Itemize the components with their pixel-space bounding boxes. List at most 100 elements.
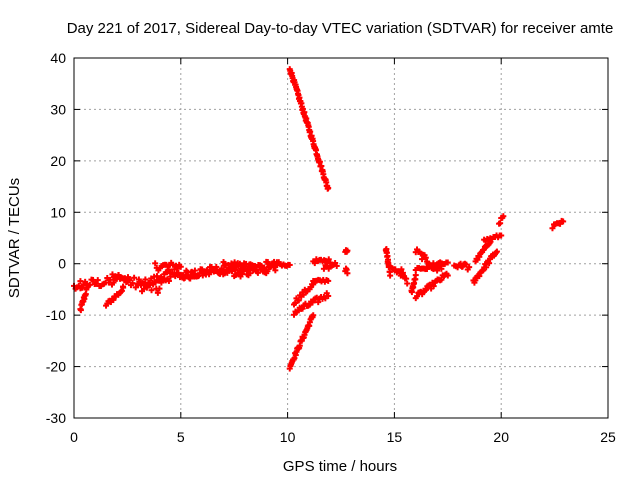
data-point — [110, 296, 117, 303]
data-point — [300, 291, 307, 298]
data-point — [156, 285, 163, 292]
data-point — [77, 307, 84, 314]
data-point — [344, 247, 351, 254]
data-point — [78, 284, 85, 291]
data-point — [315, 299, 322, 306]
data-point — [333, 262, 340, 269]
x-tick-label: 10 — [280, 429, 296, 445]
data-point — [422, 254, 429, 261]
data-point — [430, 283, 437, 290]
data-point — [264, 259, 271, 266]
data-point — [216, 270, 223, 277]
data-point — [233, 263, 240, 270]
data-point — [131, 274, 138, 281]
data-point — [187, 275, 194, 282]
data-point — [325, 185, 332, 192]
data-point — [438, 276, 445, 283]
data-point — [560, 218, 567, 225]
data-point — [419, 256, 426, 263]
data-point — [500, 213, 507, 220]
axis-ticks — [73, 57, 609, 419]
y-tick-labels: -30 -20 -10 0 10 20 30 40 — [46, 50, 66, 426]
data-point — [205, 269, 212, 276]
data-point — [82, 278, 89, 285]
data-points — [71, 66, 567, 372]
data-point — [139, 280, 146, 287]
x-tick-labels: 0 5 10 15 20 25 — [70, 429, 616, 445]
data-point — [299, 305, 306, 312]
y-tick-label: -20 — [46, 359, 66, 375]
data-point — [154, 289, 161, 296]
data-point — [430, 266, 437, 273]
x-tick-label: 20 — [493, 429, 509, 445]
data-point — [213, 263, 220, 270]
data-point — [247, 270, 254, 277]
data-point — [311, 260, 318, 267]
data-point — [438, 265, 445, 272]
data-point — [419, 291, 426, 298]
x-axis-label: GPS time / hours — [283, 458, 397, 475]
data-point — [226, 265, 233, 272]
data-point — [242, 265, 249, 272]
data-point — [387, 272, 394, 279]
y-tick-label: 30 — [50, 101, 66, 117]
data-point — [310, 312, 317, 319]
data-point — [110, 279, 117, 286]
x-tick-label: 5 — [177, 429, 185, 445]
data-point — [412, 272, 419, 279]
data-point — [222, 260, 229, 267]
data-point — [142, 276, 149, 283]
plot-frame — [73, 57, 609, 419]
data-point — [325, 277, 332, 284]
y-tick-label: -30 — [46, 410, 66, 426]
data-point — [325, 292, 332, 299]
data-point — [286, 261, 293, 268]
y-tick-label: 0 — [58, 256, 66, 272]
data-point — [498, 232, 505, 239]
data-point — [234, 260, 241, 267]
data-point — [404, 280, 411, 287]
y-tick-label: 40 — [50, 50, 66, 66]
chart-title: Day 221 of 2017, Sidereal Day-to-day VTE… — [67, 20, 614, 37]
data-point — [272, 267, 279, 274]
data-point — [392, 266, 399, 273]
data-point — [325, 256, 332, 263]
data-point — [223, 268, 230, 275]
data-point — [434, 267, 441, 274]
data-point — [497, 220, 504, 227]
data-point — [126, 277, 133, 284]
data-point — [165, 277, 172, 284]
data-point — [152, 260, 159, 267]
data-point — [414, 293, 421, 300]
data-point — [107, 276, 114, 283]
data-point — [120, 283, 127, 290]
data-point — [398, 266, 405, 273]
data-point — [466, 264, 473, 271]
y-tick-label: -10 — [46, 307, 66, 323]
data-point — [423, 286, 430, 293]
data-point — [444, 259, 451, 266]
data-point — [403, 275, 410, 282]
data-point — [148, 287, 155, 294]
y-tick-label: 20 — [50, 153, 66, 169]
data-point — [264, 268, 271, 275]
data-point — [177, 263, 184, 270]
x-tick-label: 25 — [600, 429, 616, 445]
data-point — [115, 272, 122, 279]
data-point — [191, 267, 198, 274]
y-axis-label: SDTVAR / TECUs — [6, 178, 23, 298]
data-point — [118, 274, 125, 281]
data-point — [493, 248, 500, 255]
data-point — [549, 225, 556, 232]
data-point — [295, 297, 302, 304]
data-point — [118, 287, 125, 294]
data-point — [444, 272, 451, 279]
data-point — [188, 268, 195, 275]
x-tick-label: 15 — [387, 429, 403, 445]
data-point — [219, 267, 226, 274]
x-tick-label: 0 — [70, 429, 78, 445]
data-point — [104, 275, 111, 282]
y-tick-label: 10 — [50, 204, 66, 220]
data-point — [93, 280, 100, 287]
